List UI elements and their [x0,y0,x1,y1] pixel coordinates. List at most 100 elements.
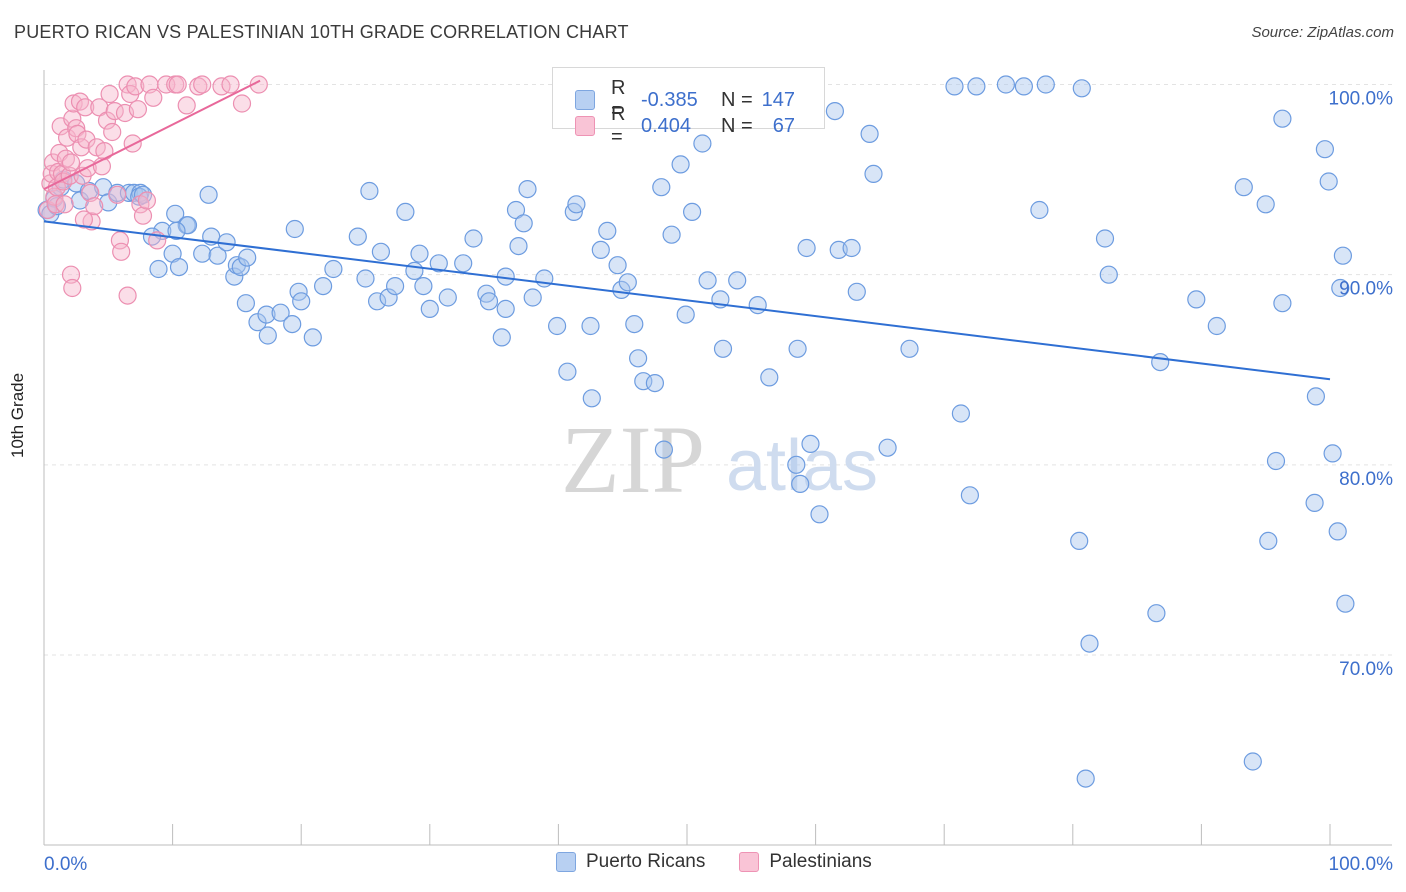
data-point [70,92,90,111]
data-point [348,227,367,246]
data-point [1273,294,1292,313]
data-point [967,77,986,96]
data-point [61,153,81,172]
data-point [496,299,515,318]
trend-line-puerto-ricans [43,220,1331,381]
legend-swatch-pink [739,852,760,872]
data-point [85,197,104,216]
data-point [713,339,733,358]
data-point [1014,77,1034,96]
data-point [74,210,94,229]
data-point [454,254,473,273]
data-point [1305,493,1324,512]
data-point [860,124,879,143]
data-point [1072,79,1091,98]
data-point [518,180,537,199]
data-point [1076,769,1095,788]
data-point [1070,531,1089,551]
data-point [360,181,379,201]
data-point [1256,195,1275,214]
data-point [825,101,845,121]
data-point [760,368,779,387]
n-value: 147 [761,88,795,111]
legend-item-palestinians[interactable]: Palestinians [739,851,872,873]
data-point [168,75,187,94]
data-point [1080,634,1099,653]
data-point [405,261,424,280]
data-point [225,267,244,286]
data-point [1336,594,1355,613]
data-point [634,372,653,391]
data-point [523,288,542,307]
series-palestinians [38,75,268,305]
data-point [292,292,311,311]
axes [43,70,1392,846]
data-point [625,315,644,334]
data-point [728,271,747,290]
data-point [598,221,617,240]
r-value: 0.404 [641,114,692,137]
data-point [169,258,189,277]
data-point [231,258,250,277]
data-point [55,195,74,214]
data-point [509,237,528,256]
data-point [748,296,767,315]
data-point [1315,140,1335,159]
data-point [567,195,586,214]
data-point [492,328,511,347]
data-point [945,77,964,96]
data-point [167,221,186,240]
legend-item-puerto-ricans[interactable]: Puerto Ricans [556,851,705,873]
data-point [212,77,231,96]
data-point [1323,444,1342,463]
data-point [1099,265,1118,284]
data-point [582,389,601,408]
data-point [1259,531,1278,551]
data-point [662,225,681,244]
pink-swatch [575,116,595,136]
data-point [429,254,448,273]
data-point [177,96,196,115]
data-point [581,316,600,336]
data-point [654,440,674,459]
data-point [810,505,829,524]
data-point [864,164,883,183]
data-point [438,288,457,307]
data-point [108,185,127,204]
data-point [61,265,81,284]
data-point [547,316,567,336]
gridlines [44,84,1392,656]
data-point [221,75,240,94]
data-point [57,128,77,147]
data-point [951,404,971,423]
series-puerto-ricans [37,75,1355,788]
data-point [801,434,820,453]
y-tick-label: 90.0% [1339,279,1393,300]
data-point [67,119,86,138]
data-point [379,288,398,307]
data-point [1207,316,1226,336]
data-point [618,273,637,292]
data-point [324,259,343,279]
y-tick-label: 100.0% [1329,89,1394,110]
data-point [368,292,387,311]
data-point [63,278,82,298]
data-point [149,259,168,279]
data-point [77,130,96,149]
data-point [1234,178,1253,197]
data-point [199,185,218,204]
data-point [303,328,322,347]
r-label: R = [611,103,626,148]
data-point [1273,109,1292,128]
data-point [386,277,405,296]
legend-swatch-blue [556,852,576,872]
data-point [137,191,156,210]
data-point [676,305,695,324]
r-value: -0.385 [641,88,698,111]
watermark-zip: ZIP [561,406,705,513]
r-label: R = [611,77,626,122]
data-point [356,269,375,288]
data-point [410,244,429,263]
data-point [698,271,717,290]
